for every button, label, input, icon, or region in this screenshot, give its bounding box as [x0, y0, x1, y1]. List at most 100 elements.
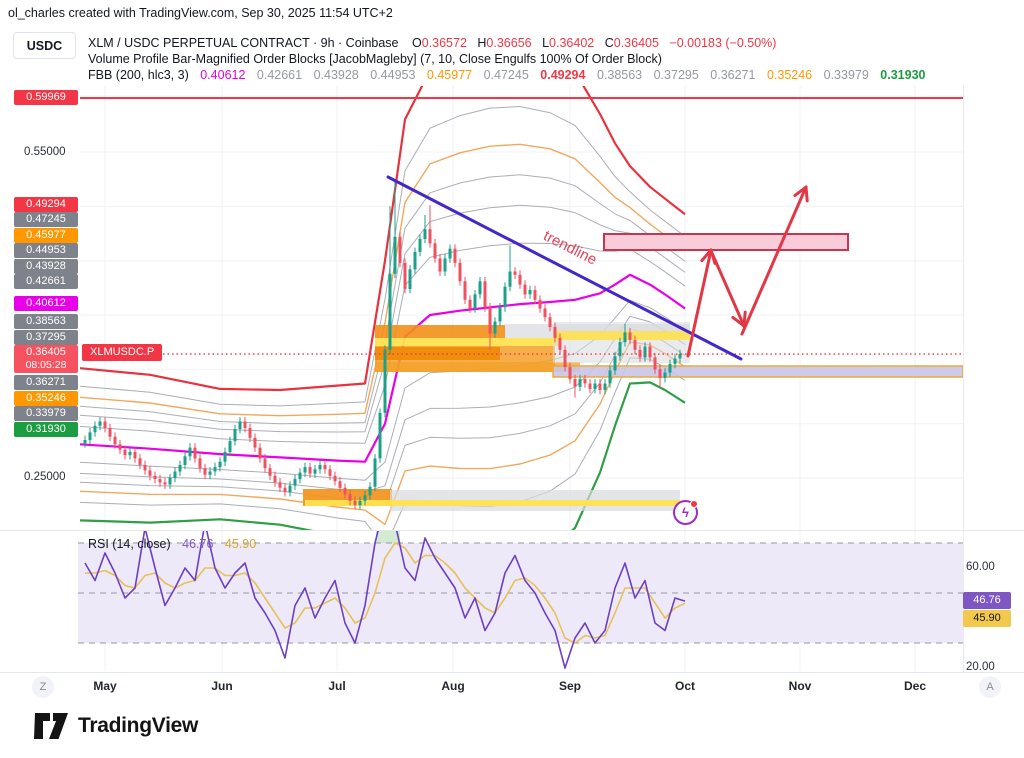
rsi-value: 46.76	[182, 537, 214, 551]
ohlc-close-value: 0.36405	[613, 36, 659, 50]
notification-dot	[690, 500, 698, 508]
fbb-value: 0.40612	[200, 68, 246, 82]
fbb-value: 0.47245	[483, 68, 529, 82]
price-label-fbb-basis: 0.40612	[14, 296, 78, 311]
symbol-currency-button[interactable]: USDC	[13, 32, 76, 59]
month-label: Jun	[211, 679, 233, 693]
tradingview-logo[interactable]: TradingView	[34, 712, 198, 740]
price-label-fbb: 0.33979	[14, 406, 78, 421]
trendline-drawing[interactable]	[386, 175, 743, 361]
volume-profile-title[interactable]: Volume Profile Bar-Magnified Order Block…	[88, 52, 662, 66]
price-label-fbb: 0.36271	[14, 375, 78, 390]
attribution-text: ol_charles created with TradingView.com,…	[8, 6, 393, 20]
fbb-band-line	[80, 106, 686, 407]
order-block-orange-d[interactable]	[375, 362, 580, 372]
rsi-overbought-fill[interactable]	[376, 527, 400, 543]
drawn-arrow[interactable]	[686, 248, 713, 358]
rsi-axis-tick: 60.00	[966, 561, 995, 573]
ohlc-open-key: O	[411, 36, 422, 50]
fbb-value: 0.44953	[370, 68, 416, 82]
fbb-band-line	[80, 381, 686, 530]
price-label-fbb: 0.44953	[14, 243, 78, 258]
fbb-legend[interactable]: FBB (200, hlc3, 3) 0.40612 0.42661 0.439…	[88, 68, 933, 82]
price-axis-tick: 0.55000	[24, 146, 66, 158]
ohlc-high-value: 0.36656	[486, 36, 532, 50]
main-series-legend[interactable]: XLM / USDC PERPETUAL CONTRACT · 9h · Coi…	[88, 36, 776, 50]
month-label: May	[93, 679, 117, 693]
price-label-resistance: 0.59969	[14, 90, 78, 105]
price-label-fbb: 0.45977	[14, 228, 78, 243]
fbb-value: 0.37295	[653, 68, 699, 82]
rsi-legend[interactable]: RSI (14, close) 46.76 45.90	[88, 537, 256, 551]
supply-zone-pink[interactable]	[603, 233, 849, 251]
fbb-value: 0.49294	[540, 68, 586, 82]
series-title[interactable]: XLM / USDC PERPETUAL CONTRACT · 9h · Coi…	[88, 36, 399, 50]
ohlc-open-value: 0.36572	[421, 36, 467, 50]
auto-scale-button[interactable]: A	[979, 676, 1001, 698]
order-block-yellow-b[interactable]	[553, 331, 690, 340]
change-value: −0.00183 (−0.50%)	[669, 36, 777, 50]
month-label: Aug	[441, 679, 465, 693]
rsi-ma-badge: 45.90	[963, 610, 1011, 627]
fbb-band-line	[80, 204, 686, 433]
rsi-line	[84, 531, 686, 669]
rsi-line	[85, 542, 686, 644]
fbb-value: 0.35246	[766, 68, 813, 82]
month-label: Oct	[674, 679, 696, 693]
pane-divider[interactable]	[0, 530, 1024, 531]
right-axis-border	[963, 85, 964, 672]
price-label-fbb: 0.31930	[14, 422, 78, 437]
rsi-axis-tick: 20.00	[966, 661, 995, 673]
bar-countdown: 08:05:28	[25, 359, 67, 371]
price-label-fbb: 0.43928	[14, 259, 78, 274]
fbb-value: 0.33979	[823, 68, 869, 82]
price-label-fbb: 0.47245	[14, 212, 78, 227]
fbb-band-line	[80, 174, 686, 425]
symbol-price-tag: XLMUSDC.P	[82, 344, 163, 361]
drawn-arrow[interactable]	[740, 185, 808, 336]
order-block-yellow-a[interactable]	[375, 338, 560, 346]
rsi-current-badge: 46.76	[963, 592, 1011, 609]
ohlc-low-value: 0.36402	[549, 36, 595, 50]
ohlc-low-key: L	[542, 36, 550, 50]
price-label-fbb: 0.42661	[14, 274, 78, 289]
demand-zone-lavender[interactable]	[552, 365, 963, 378]
month-label: Sep	[558, 679, 582, 693]
rsi-ma-value: 45.90	[224, 537, 257, 551]
price-axis-tick: 0.25000	[24, 471, 66, 483]
fbb-value: 0.31930	[880, 68, 926, 82]
zoom-out-button[interactable]: Z	[32, 676, 54, 698]
lightning-marker-icon[interactable]: ϟ	[673, 500, 698, 525]
price-pane[interactable]: trendline	[80, 46, 963, 587]
fbb-band-line	[80, 86, 686, 392]
fbb-value: 0.36271	[710, 68, 756, 82]
fbb-value: 0.45977	[426, 68, 473, 82]
fbb-band-line	[80, 143, 686, 417]
price-label-fbb: 0.35246	[14, 391, 78, 406]
price-label-fbb: 0.37295	[14, 330, 78, 345]
month-label: Dec	[903, 679, 927, 693]
month-label: Jul	[328, 679, 346, 693]
price-label-fbb: 0.38563	[14, 314, 78, 329]
drawn-arrow[interactable]	[710, 251, 746, 328]
ohlc-close-key: C	[604, 36, 614, 50]
rsi-title[interactable]: RSI (14, close)	[88, 537, 171, 551]
price-label-last: 0.36405 08:05:28	[14, 345, 78, 373]
volume-profile-legend[interactable]: Volume Profile Bar-Magnified Order Block…	[88, 52, 662, 66]
fbb-value: 0.43928	[313, 68, 359, 82]
order-block-orange-a[interactable]	[375, 325, 505, 338]
fbb-value: 0.38563	[596, 68, 643, 82]
order-block-yellow-c[interactable]	[305, 500, 680, 506]
fbb-title[interactable]: FBB (200, hlc3, 3)	[88, 68, 189, 82]
bolt-icon: ϟ	[682, 505, 689, 520]
last-price: 0.36405	[26, 346, 66, 358]
time-axis-border	[0, 672, 1024, 673]
brand-name: TradingView	[78, 714, 199, 737]
month-label: Nov	[788, 679, 812, 693]
ohlc-high-key: H	[477, 36, 487, 50]
price-label-fbb: 0.49294	[14, 197, 78, 212]
tradingview-logo-mark	[34, 713, 68, 739]
rsi-pane[interactable]	[78, 503, 963, 669]
